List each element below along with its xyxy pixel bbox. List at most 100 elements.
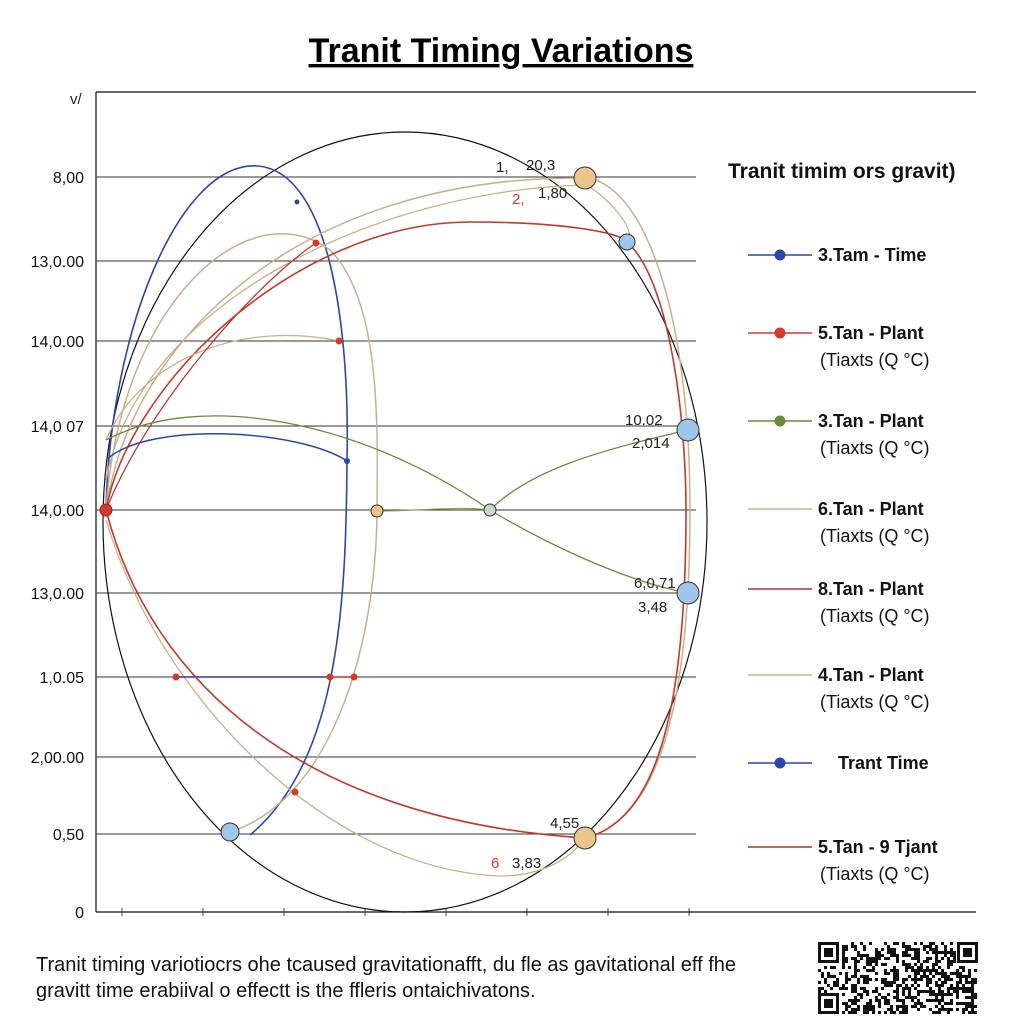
qr-module (917, 999, 920, 1002)
qr-module (935, 984, 938, 987)
qr-module (953, 990, 956, 993)
qr-module (872, 969, 875, 972)
qr-module (848, 978, 851, 981)
qr-module (854, 1002, 857, 1005)
qr-module (923, 969, 926, 972)
qr-module (878, 957, 881, 960)
qr-module (905, 984, 908, 987)
qr-module (896, 999, 899, 1002)
qr-module (842, 948, 845, 951)
qr-module (857, 999, 860, 1002)
qr-module (845, 1002, 848, 1005)
legend: Tranit timim ors gravit) 3.Tam - Time 5.T… (728, 160, 956, 884)
qr-module (872, 1005, 875, 1008)
qr-module (902, 990, 905, 993)
qr-module (848, 966, 851, 969)
qr-module (917, 972, 920, 975)
series-tan-arc-340 (105, 334, 340, 441)
qr-module (860, 987, 863, 990)
qr-module (905, 951, 908, 954)
qr-module (950, 963, 953, 966)
qr-module (875, 978, 878, 981)
qr-module (863, 1005, 866, 1008)
qr-module (872, 957, 875, 960)
qr-module (932, 993, 935, 996)
qr-module (950, 978, 953, 981)
qr-module (884, 942, 887, 945)
qr-module (863, 978, 866, 981)
qr-module (950, 960, 953, 963)
qr-module (920, 969, 923, 972)
qr-module (893, 990, 896, 993)
qr-module (914, 954, 917, 957)
qr-module (965, 996, 968, 999)
qr-module (911, 969, 914, 972)
qr-module (851, 987, 854, 990)
qr-module (887, 993, 890, 996)
series-red-lower (105, 509, 586, 839)
qr-module (929, 957, 932, 960)
qr-module (845, 978, 848, 981)
series-tan-lower (105, 519, 586, 877)
qr-module (893, 969, 896, 972)
qr-module (905, 1008, 908, 1011)
qr-module (893, 954, 896, 957)
qr-module (938, 987, 941, 990)
qr-module (872, 966, 875, 969)
qr-module (893, 966, 896, 969)
qr-module (971, 1002, 974, 1005)
qr-module (911, 996, 914, 999)
caption-line-2: gravitt time erabiival o effectt is the … (36, 980, 536, 1002)
qr-module (854, 963, 857, 966)
qr-module (941, 969, 944, 972)
qr-module (860, 957, 863, 960)
qr-module (899, 999, 902, 1002)
qr-module (914, 987, 917, 990)
qr-module (854, 957, 857, 960)
marker-blue-small-2 (294, 199, 300, 205)
qr-module (917, 1002, 920, 1005)
qr-module (959, 972, 962, 975)
qr-module (818, 981, 821, 984)
qr-module (890, 954, 893, 957)
qr-module (896, 942, 899, 945)
legend-sublabel: (Tiaxts (Q °C) (820, 692, 930, 712)
qr-module (896, 1008, 899, 1011)
qr-module (863, 945, 866, 948)
qr-module (866, 993, 869, 996)
qr-module (959, 1002, 962, 1005)
qr-module (863, 954, 866, 957)
qr-module (962, 987, 965, 990)
qr-module (968, 975, 971, 978)
qr-module (926, 981, 929, 984)
qr-module (962, 984, 965, 987)
qr-module (944, 945, 947, 948)
qr-module (935, 948, 938, 951)
qr-module (899, 984, 902, 987)
qr-module (959, 981, 962, 984)
qr-module (860, 975, 863, 978)
qr-module (947, 990, 950, 993)
qr-module (884, 972, 887, 975)
qr-module (962, 966, 965, 969)
qr-module (896, 954, 899, 957)
qr-module (884, 1011, 887, 1014)
qr-module (890, 951, 893, 954)
qr-module (857, 981, 860, 984)
qr-module (893, 948, 896, 951)
qr-module (923, 960, 926, 963)
qr-module (941, 990, 944, 993)
qr-module (902, 1002, 905, 1005)
qr-module (938, 990, 941, 993)
qr-module (917, 990, 920, 993)
qr-module (860, 993, 863, 996)
qr-module (914, 996, 917, 999)
qr-module (917, 993, 920, 996)
y-tick-label: 0 (75, 905, 84, 922)
qr-module (851, 984, 854, 987)
qr-module (821, 987, 824, 990)
qr-module (932, 951, 935, 954)
qr-module (917, 951, 920, 954)
qr-module (956, 990, 959, 993)
qr-module (962, 1011, 965, 1014)
